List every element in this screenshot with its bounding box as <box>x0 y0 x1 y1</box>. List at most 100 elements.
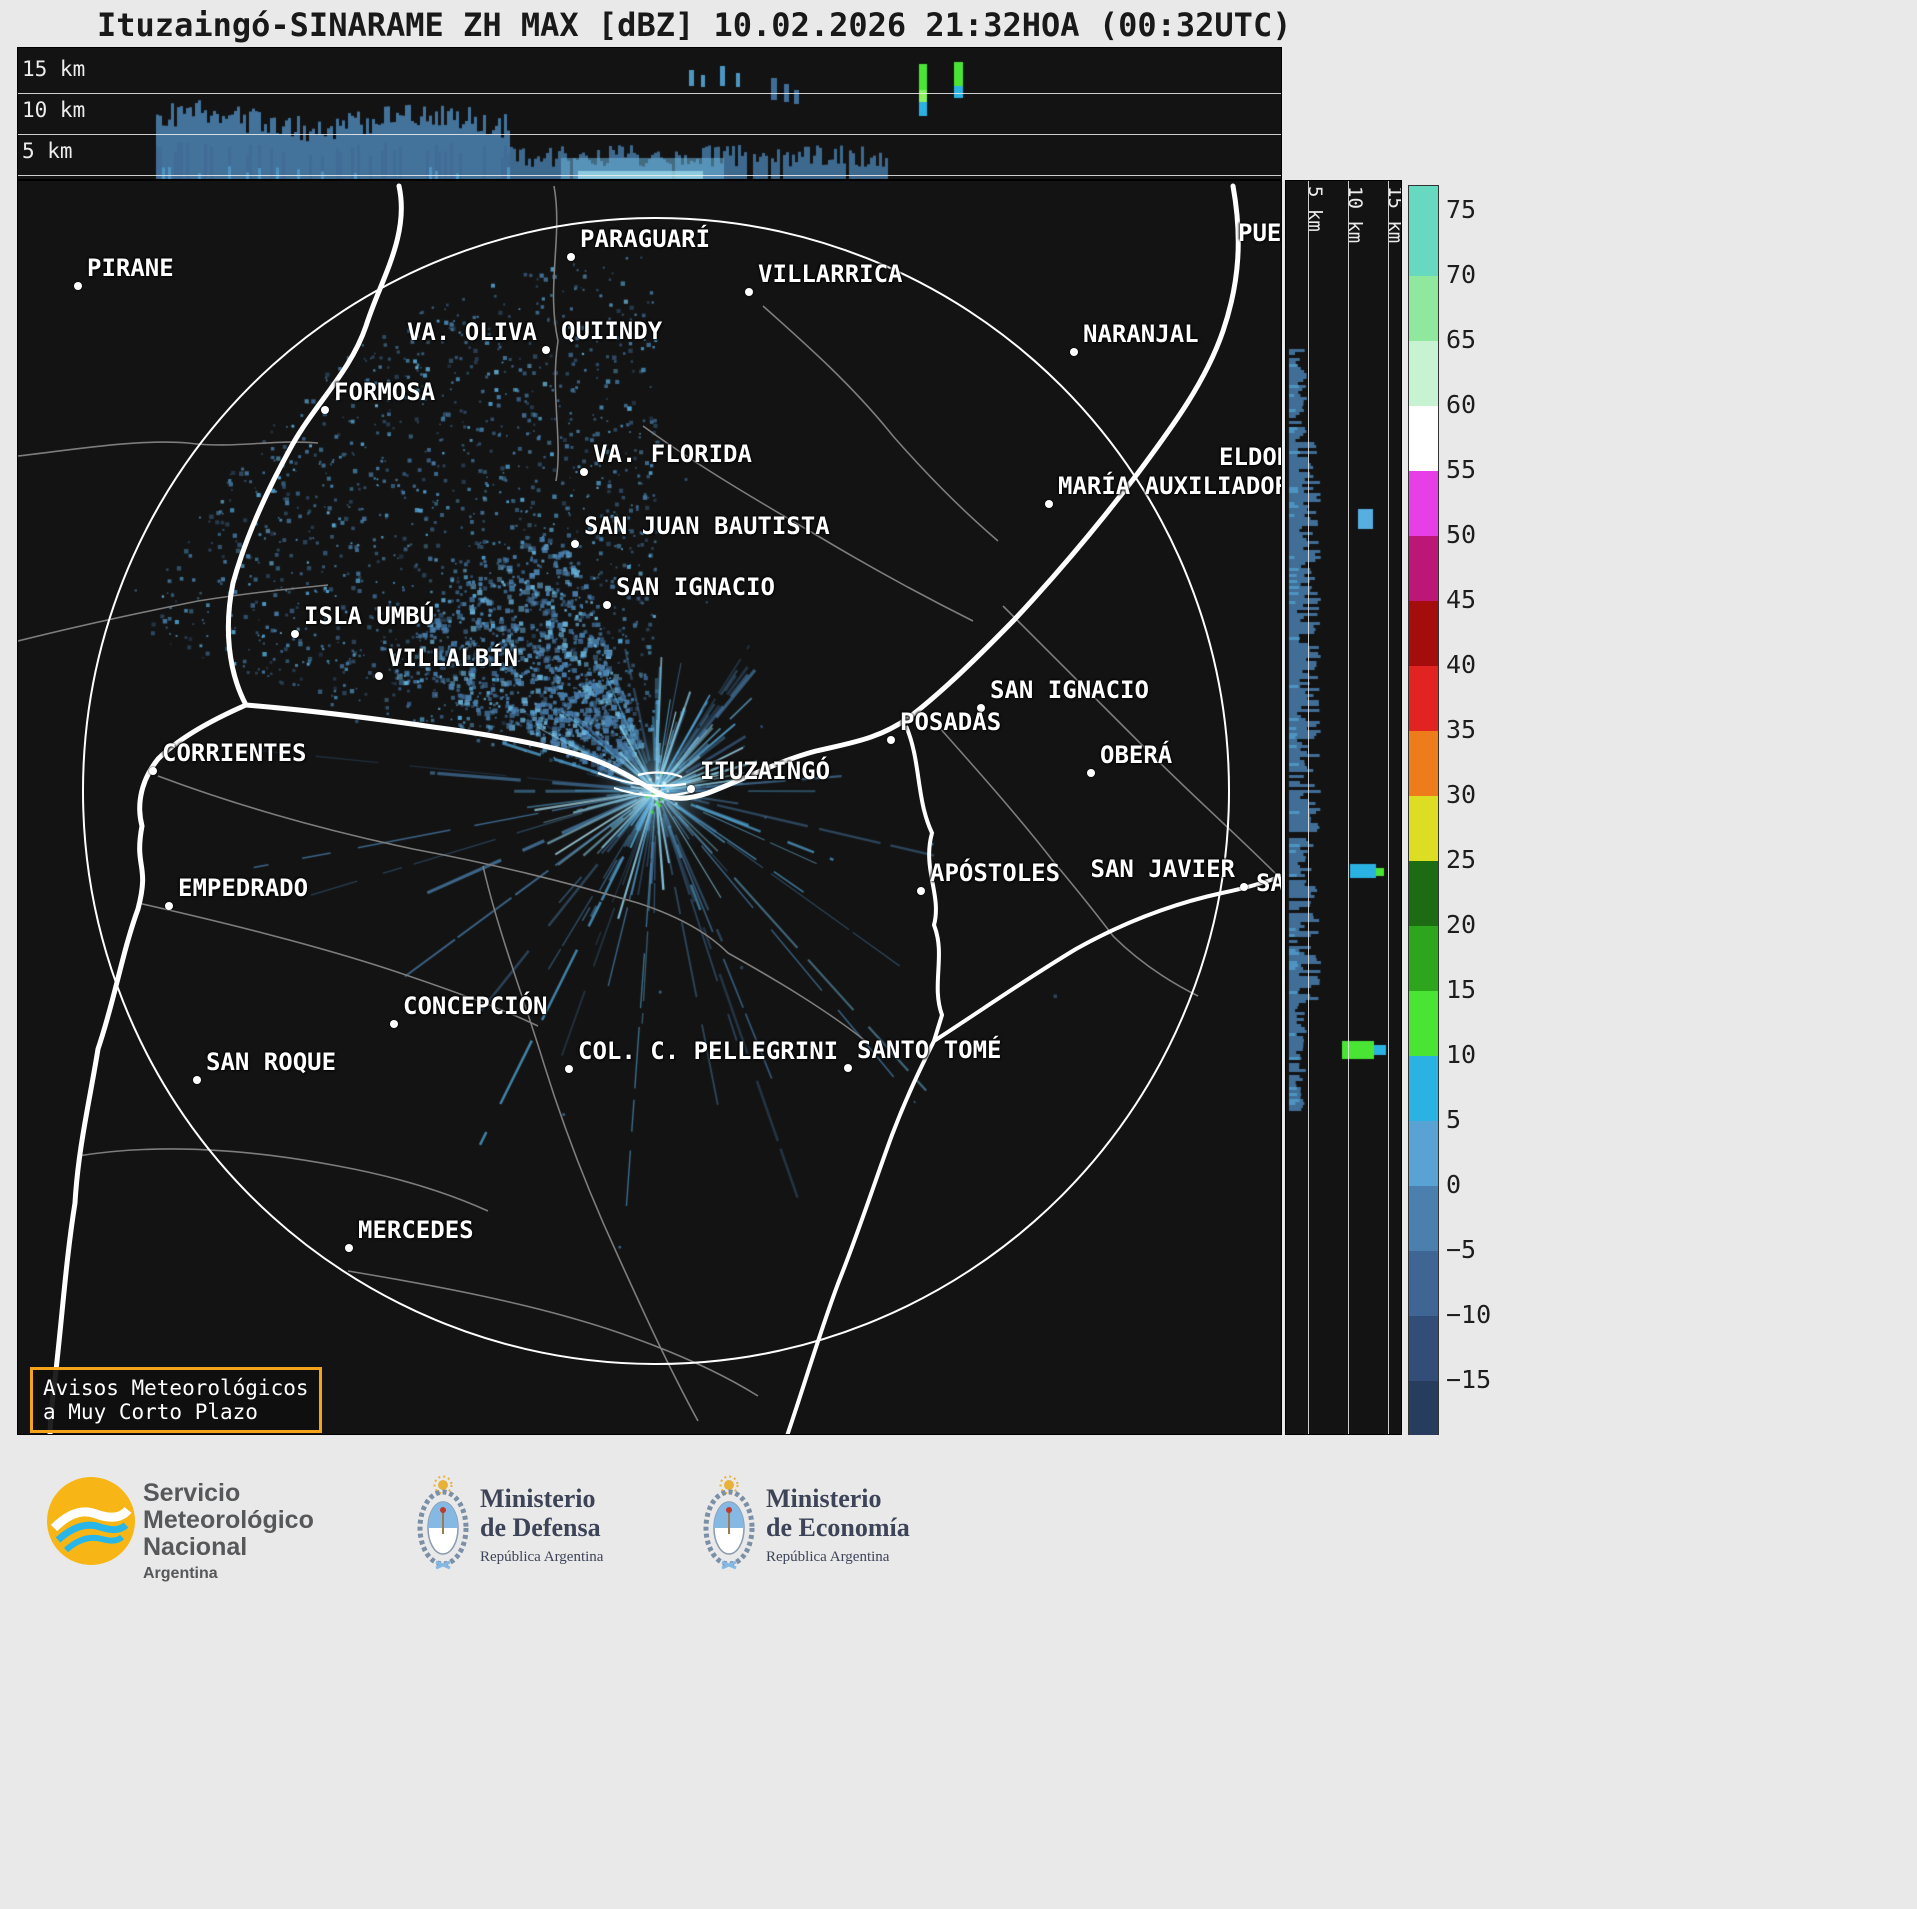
city-layer: PIRANE PARAGUARÍ VILLARRICA QUIINDY VA. OLIV… <box>18 181 1281 1434</box>
colorbar-tick-label: 60 <box>1446 390 1477 419</box>
city-marker <box>149 767 157 775</box>
city-label: QUIINDY <box>561 317 663 345</box>
city-label: VA. FLORIDA <box>593 440 752 468</box>
colorbar-tick-label: 25 <box>1446 845 1477 874</box>
colorbar-band <box>1409 406 1438 471</box>
city-marker <box>603 601 611 609</box>
city-marker <box>291 630 299 638</box>
colorbar-tick-label: 45 <box>1446 585 1477 614</box>
right-cross-section-panel: 5 km 10 km 15 km <box>1285 180 1402 1435</box>
city-marker <box>565 1065 573 1073</box>
city-marker <box>1045 500 1053 508</box>
altitude-gridline-10km-v <box>1348 181 1349 1434</box>
colorbar-band <box>1409 276 1438 341</box>
colorbar-tick-label: 5 <box>1446 1105 1462 1134</box>
city-marker <box>844 1064 852 1072</box>
colorbar-tick-label: 50 <box>1446 520 1477 549</box>
colorbar-tick-label: 65 <box>1446 325 1477 354</box>
city-label: PUERTO <box>1238 219 1282 247</box>
city-marker <box>687 785 695 793</box>
city-label: APÓSTOLES <box>930 859 1061 887</box>
city-label: EMPEDRADO <box>178 874 309 902</box>
province-border-misiones-corrientes <box>904 725 945 1042</box>
city-label: FORMOSA <box>334 378 436 406</box>
colorbar-band <box>1409 796 1438 861</box>
colorbar-band <box>1409 991 1438 1056</box>
city-label: VILLARRICA <box>758 260 903 288</box>
city-label: SAN IGNACIO <box>616 573 775 601</box>
city-marker <box>345 1244 353 1252</box>
smn-line-3: Nacional <box>143 1533 248 1561</box>
city-label: POSADAS <box>900 708 1002 736</box>
top-cross-section-panel: 15 km 10 km 5 km <box>17 47 1282 180</box>
colorbar-band <box>1409 1316 1438 1381</box>
colorbar-tick-label: 40 <box>1446 650 1477 679</box>
city-label: NARANJAL <box>1083 320 1199 348</box>
smn-country: Argentina <box>143 1565 218 1582</box>
right-cross-section-echoes <box>1286 181 1401 1434</box>
altitude-gridline-5km <box>18 175 1281 176</box>
city-marker <box>193 1076 201 1084</box>
radar-range-ring <box>82 217 1230 1365</box>
city-label: SAN JAVIER <box>1090 855 1236 883</box>
warning-line-1: Avisos Meteorológicos <box>43 1376 309 1400</box>
colorbar-tick-label: −10 <box>1446 1300 1492 1329</box>
ministerio-defensa-wordmark: Ministerio de Defensa República Argentin… <box>480 1484 603 1566</box>
admin-borders-corrientes <box>77 775 869 1422</box>
colorbar-ticks: 75 70 65 60 55 50 45 40 35 30 25 20 15 10 5 0 −5 −10 −15 <box>1446 185 1526 1435</box>
city-marker <box>1070 348 1078 356</box>
colorbar-tick-label: −5 <box>1446 1235 1477 1264</box>
city-label: SAN IGNACIO <box>990 676 1149 704</box>
city-label: CONCEPCIÓN <box>403 992 548 1020</box>
colorbar-band <box>1409 1121 1438 1186</box>
economia-line-2: de Economía <box>766 1513 910 1542</box>
colorbar-band <box>1409 1381 1438 1436</box>
city-marker <box>390 1020 398 1028</box>
altitude-label-10km: 10 km <box>22 98 86 122</box>
city-marker <box>887 736 895 744</box>
page-title: Ituzaingó-SINARAME ZH MAX [dBZ] 10.02.20… <box>97 6 1292 44</box>
smn-wordmark: Servicio Meteorológico Nacional Argentin… <box>143 1480 314 1583</box>
radar-echo-canvas <box>18 181 1281 1434</box>
colorbar-tick-label: 0 <box>1446 1170 1462 1199</box>
colorbar-tick-label: 15 <box>1446 975 1477 1004</box>
city-label: SAN JUAN BAUTISTA <box>584 512 830 540</box>
colorbar-tick-label: 55 <box>1446 455 1477 484</box>
smn-line-1: Servicio <box>143 1479 241 1507</box>
colorbar-tick-label: 35 <box>1446 715 1477 744</box>
smn-line-2: Meteorológico <box>143 1506 314 1534</box>
admin-borders-paraguay <box>18 185 999 642</box>
city-marker <box>917 887 925 895</box>
colorbar-tick-label: −15 <box>1446 1365 1492 1394</box>
city-label: SANTO TOMÉ <box>857 1036 1002 1064</box>
colorbar-band <box>1409 211 1438 276</box>
city-label: ITUZAINGÓ <box>700 757 831 785</box>
city-marker <box>321 406 329 414</box>
river-uruguay-south <box>785 1040 936 1434</box>
city-label: COL. C. PELLEGRINI <box>578 1037 839 1065</box>
altitude-label-15km-v: 15 km <box>1384 186 1402 244</box>
colorbar <box>1408 185 1439 1437</box>
river-paraguay <box>225 183 404 708</box>
city-label: PARAGUARÍ <box>580 225 711 253</box>
altitude-gridline-15km-v <box>1388 181 1389 1434</box>
city-label: SAN ROQUE <box>206 1048 337 1076</box>
altitude-gridline-5km-v <box>1308 181 1309 1434</box>
colorbar-band <box>1409 471 1438 536</box>
city-label: CORRIENTES <box>162 739 307 767</box>
river-parana-east <box>243 183 1241 801</box>
city-marker <box>745 288 753 296</box>
colorbar-band <box>1409 926 1438 991</box>
smn-logo-icon <box>47 1477 135 1565</box>
coat-of-arms-defensa-icon <box>417 1475 469 1570</box>
ministerio-economia-wordmark: Ministerio de Economía República Argenti… <box>766 1484 910 1566</box>
colorbar-band <box>1409 731 1438 796</box>
colorbar-band <box>1409 1251 1438 1316</box>
warning-box[interactable]: Avisos Meteorológicos a Muy Corto Plazo <box>30 1367 322 1433</box>
colorbar-band <box>1409 536 1438 601</box>
colorbar-tick-label: 10 <box>1446 1040 1477 1069</box>
city-label: PIRANE <box>87 254 174 282</box>
defensa-line-1: Ministerio <box>480 1484 596 1513</box>
city-label: MARÍA AUXILIADORA <box>1058 472 1282 500</box>
city-marker <box>977 704 985 712</box>
